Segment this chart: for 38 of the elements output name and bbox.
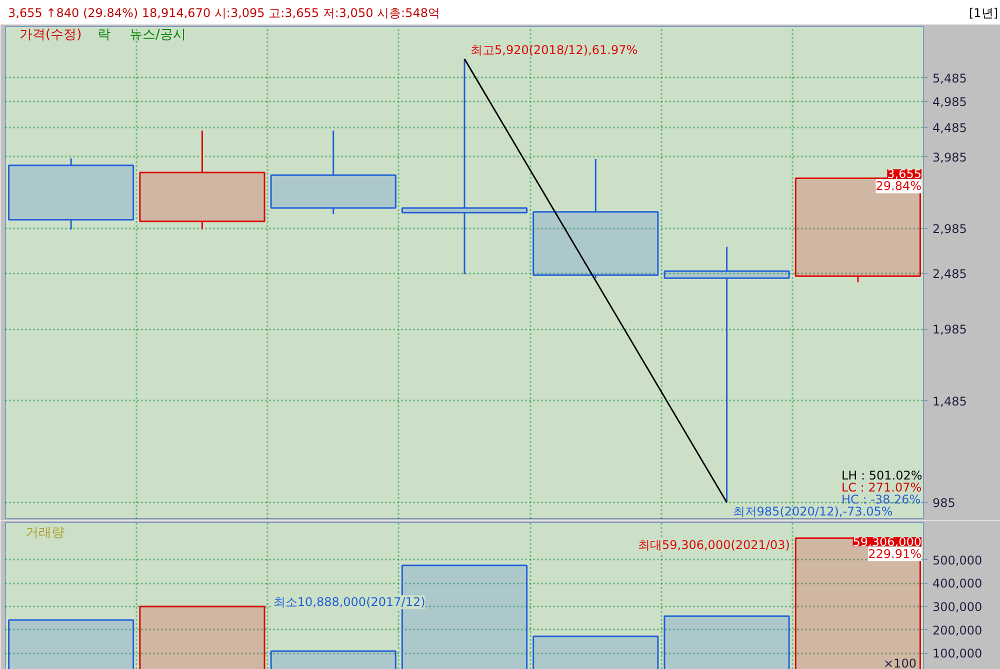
chart-title: 3,655 ↑840 (29.84%) 18,914,670 시:3,095 고:3,655 저:3,050 시총:548억 bbox=[8, 5, 440, 22]
candlestick bbox=[8, 158, 134, 230]
candlestick bbox=[664, 246, 790, 504]
y-tick-label: 1,485 bbox=[932, 394, 967, 408]
annotation: 거래량 bbox=[26, 526, 64, 540]
y-tick-label: 3,985 bbox=[932, 150, 967, 164]
annotation: 29.84% bbox=[876, 179, 922, 194]
candlestick bbox=[532, 158, 659, 279]
annotation: 최소10,888,000(2017/12) bbox=[273, 595, 426, 610]
y-tick-label: 4,485 bbox=[932, 121, 967, 136]
y-tick-label: 4,985 bbox=[932, 94, 967, 109]
annotation: HC : -38.26% bbox=[842, 492, 921, 506]
y-tick-label: 300,000 bbox=[932, 600, 982, 614]
annotation: 최저985(2020/12),-73.05% bbox=[732, 504, 893, 518]
y-tick-label: 985 bbox=[932, 496, 956, 510]
annotation: 59,306,000 bbox=[852, 535, 922, 550]
y-tick-label: 500,000 bbox=[932, 553, 982, 568]
text: [1년] bbox=[969, 5, 998, 22]
annotation: 229.91% bbox=[868, 547, 922, 562]
annotation: 최대59,306,000(2021/03) bbox=[638, 538, 790, 552]
y-tick-label: 5,485 bbox=[932, 71, 967, 86]
y-tick-label: 2,985 bbox=[932, 222, 967, 236]
y-tick-label: 200,000 bbox=[932, 623, 982, 638]
annotation: 락 bbox=[98, 28, 110, 42]
y-tick-label: 100,000 bbox=[932, 646, 982, 661]
y-tick-label: 2,485 bbox=[932, 267, 967, 282]
annotation: 가격(수정) bbox=[20, 28, 82, 42]
annotation: 최고5,920(2018/12),61.97% bbox=[470, 42, 638, 57]
candlestick bbox=[139, 130, 266, 230]
annotation: LC : 271.07% bbox=[842, 480, 922, 494]
y-tick-label: 400,000 bbox=[932, 576, 982, 591]
candlestick bbox=[401, 58, 528, 275]
annotation: ×100 bbox=[884, 656, 916, 669]
annotation: 3,655 bbox=[887, 167, 922, 182]
annotation: LH : 501.02% bbox=[842, 468, 922, 482]
y-tick-label: 1,985 bbox=[932, 322, 967, 337]
annotation: 뉴스/공시 bbox=[130, 28, 186, 42]
candlestick bbox=[270, 130, 396, 215]
